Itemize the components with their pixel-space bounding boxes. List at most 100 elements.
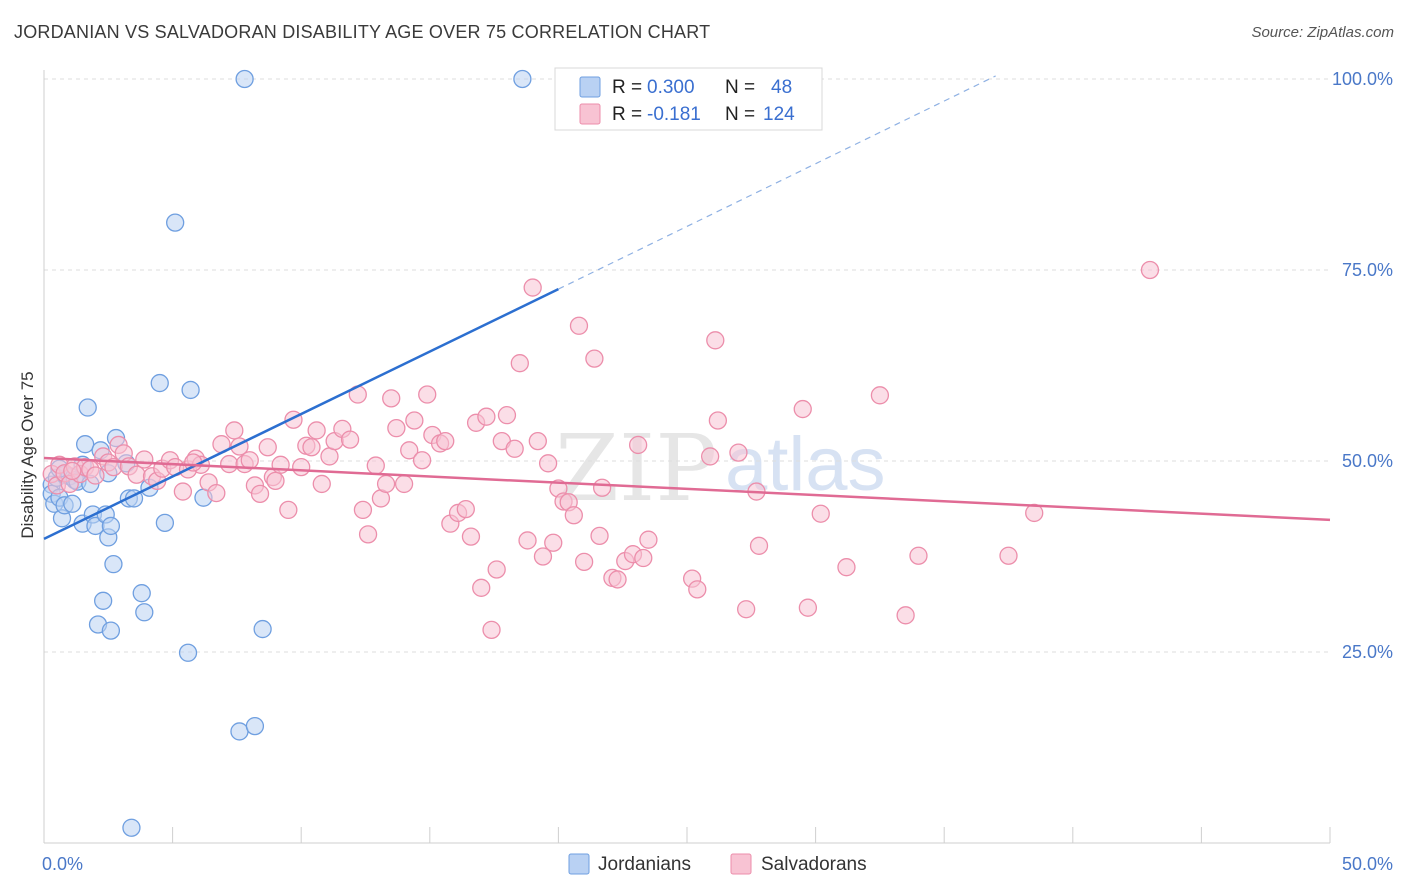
y-tick-labels: 25.0% 50.0% 75.0% 100.0% xyxy=(1332,69,1393,662)
salvadoran-point-44 xyxy=(302,438,321,457)
salvadoran-point-53 xyxy=(358,525,378,544)
jordanian-point-9 xyxy=(63,494,82,513)
chart-title: JORDANIAN VS SALVADORAN DISABILITY AGE O… xyxy=(14,22,711,42)
salvadoran-point-69 xyxy=(456,499,475,519)
salvadoran-point-50 xyxy=(340,430,360,449)
jordanian-point-33 xyxy=(135,603,154,622)
salvadoran-point-45 xyxy=(307,421,326,440)
x-tick-label-1: 50.0% xyxy=(1342,854,1393,874)
salvadoran-point-52 xyxy=(353,500,373,520)
legend-swatch-jordanians xyxy=(579,76,601,98)
salvadoran-point-81 xyxy=(523,278,542,297)
trend-lines xyxy=(43,75,1331,541)
jordanian-point-27 xyxy=(104,554,123,574)
salvadoran-point-96 xyxy=(608,570,627,589)
salvadoran-point-23 xyxy=(173,482,193,501)
salvadoran-point-82 xyxy=(528,431,547,451)
salvadoran-point-117 xyxy=(909,546,928,565)
salvadoran-point-99 xyxy=(628,435,648,455)
watermark: ZIP atlas xyxy=(555,415,886,522)
y-tick-label-0: 25.0% xyxy=(1342,642,1393,662)
gridlines xyxy=(44,78,1330,653)
salvadoran-point-100 xyxy=(634,548,653,568)
x-axis-ticks xyxy=(43,827,1331,843)
salvadoran-point-16 xyxy=(127,465,146,484)
salvadoran-point-31 xyxy=(225,421,244,440)
jordanian-point-20 xyxy=(94,591,113,610)
salvadoran-point-108 xyxy=(737,600,756,619)
salvadoran-point-106 xyxy=(708,411,728,430)
jordanian-point-25 xyxy=(101,516,121,536)
bottom-legend-swatch-jordanians xyxy=(568,853,590,875)
series-salvadorans-points xyxy=(42,260,1160,639)
salvadoran-point-36 xyxy=(250,484,270,504)
salvadoran-point-105 xyxy=(706,331,725,350)
salvadoran-point-61 xyxy=(405,411,424,430)
legend-n-label-2: N = xyxy=(725,104,755,125)
salvadoran-point-107 xyxy=(729,443,748,462)
jordanian-point-39 xyxy=(181,380,200,400)
salvadoran-point-92 xyxy=(585,349,604,368)
salvadoran-point-120 xyxy=(1140,260,1160,280)
salvadoran-point-90 xyxy=(569,316,589,335)
trend-line-salvadorans xyxy=(43,456,1331,522)
y-tick-label-3: 100.0% xyxy=(1332,69,1393,89)
salvadoran-point-116 xyxy=(896,606,915,625)
legend-swatch-salvadorans xyxy=(579,103,601,125)
legend-n-value-2: 124 xyxy=(763,104,795,125)
legend-n-value-1: 48 xyxy=(771,77,792,98)
salvadoran-point-63 xyxy=(418,385,437,404)
legend-r-label-1: R = xyxy=(612,77,642,98)
jordanian-point-32 xyxy=(132,584,151,603)
salvadoran-point-77 xyxy=(497,406,517,425)
salvadoran-point-62 xyxy=(412,451,432,470)
series-legend: Jordanians Salvadorans xyxy=(568,853,867,875)
salvadoran-point-9 xyxy=(86,466,105,485)
jordanian-point-45 xyxy=(122,818,141,837)
jordanian-point-43 xyxy=(245,716,265,736)
salvadoran-point-123 xyxy=(266,471,285,491)
trend-line-jordanians xyxy=(43,287,559,541)
salvadoran-point-85 xyxy=(544,533,563,552)
watermark-zip: ZIP xyxy=(555,415,717,522)
salvadoran-point-115 xyxy=(870,386,890,405)
salvadoran-point-79 xyxy=(510,354,529,373)
trend-line-jordanians-extension xyxy=(558,75,996,290)
legend-r-value-2: -0.181 xyxy=(647,104,701,125)
salvadoran-point-40 xyxy=(279,500,298,520)
salvadoran-point-74 xyxy=(482,620,501,639)
salvadoran-point-103 xyxy=(688,580,707,599)
bottom-legend-swatch-salvadorans xyxy=(730,853,752,875)
salvadoran-point-66 xyxy=(436,431,455,451)
salvadoran-point-73 xyxy=(477,407,496,426)
jordanian-point-15 xyxy=(78,398,97,417)
y-tick-label-2: 75.0% xyxy=(1342,260,1393,280)
salvadoran-point-112 xyxy=(798,598,818,617)
jordanian-point-38 xyxy=(178,643,198,662)
salvadoran-point-28 xyxy=(207,483,226,503)
jordanian-point-35 xyxy=(150,373,169,393)
jordanian-point-41 xyxy=(230,722,249,741)
salvadoran-point-91 xyxy=(574,552,594,571)
salvadoran-point-121 xyxy=(63,461,82,481)
jordanian-point-37 xyxy=(166,213,185,232)
salvadoran-point-72 xyxy=(472,578,491,597)
jordanian-point-14 xyxy=(76,435,95,454)
salvadoran-point-70 xyxy=(461,527,481,546)
salvadoran-point-30 xyxy=(220,454,239,474)
jordanian-point-36 xyxy=(155,513,175,533)
salvadoran-point-94 xyxy=(592,478,612,497)
legend-r-value-1: 0.300 xyxy=(647,77,695,98)
salvadoran-point-93 xyxy=(590,526,609,546)
salvadoran-point-42 xyxy=(292,457,311,477)
salvadoran-point-80 xyxy=(518,531,537,550)
salvadoran-point-17 xyxy=(135,450,154,469)
correlation-legend: R = 0.300 N = 48 R = -0.181 N = 124 xyxy=(554,67,823,131)
salvadoran-point-59 xyxy=(394,474,414,494)
legend-r-label-2: R = xyxy=(612,104,642,125)
salvadoran-point-83 xyxy=(533,547,553,566)
y-axis-title: Disability Age Over 75 xyxy=(18,371,37,538)
salvadoran-point-46 xyxy=(312,474,331,494)
salvadoran-point-75 xyxy=(487,560,506,579)
salvadoran-point-34 xyxy=(240,451,259,470)
